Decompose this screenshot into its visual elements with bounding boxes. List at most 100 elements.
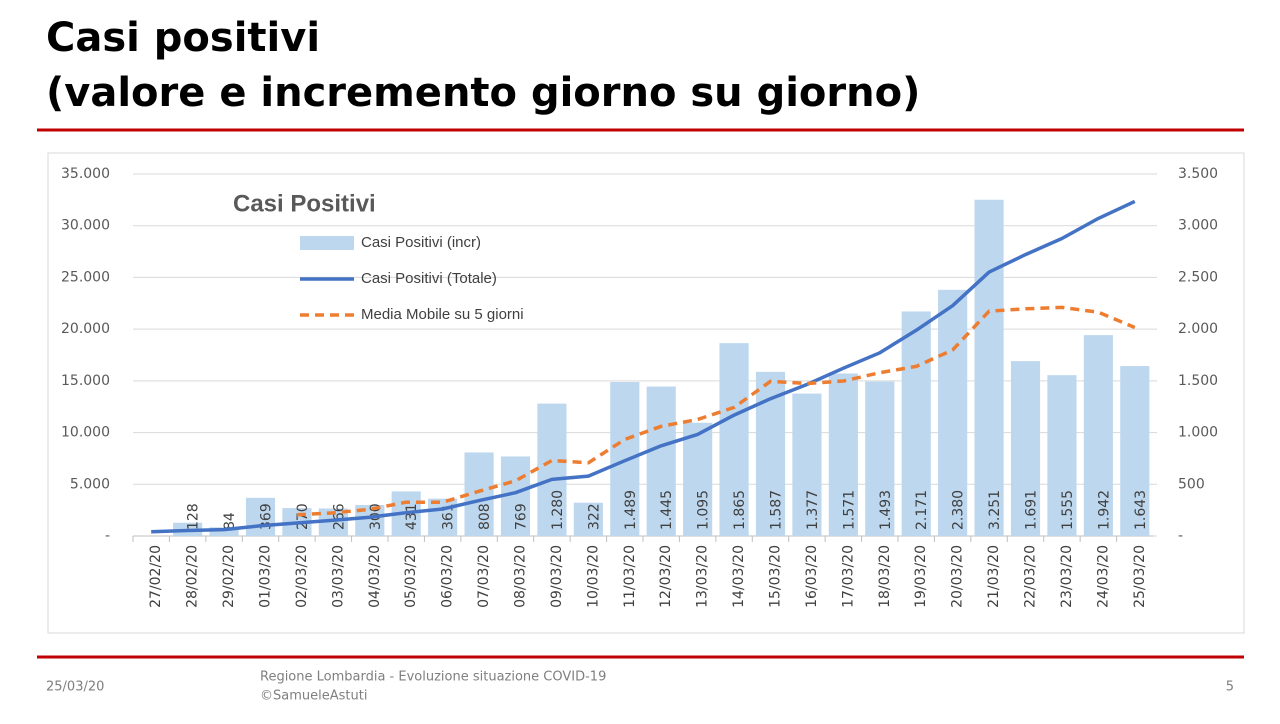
x-tick-label: 05/03/20 bbox=[403, 545, 419, 608]
value-label: 270 bbox=[295, 503, 311, 530]
legend-label: Casi Positivi (Totale) bbox=[361, 270, 497, 287]
y-tick-label: - bbox=[105, 528, 110, 544]
x-tick-label: 21/03/20 bbox=[986, 545, 1002, 608]
bar bbox=[974, 199, 1004, 536]
y-tick-label: 30.000 bbox=[61, 218, 110, 234]
bar bbox=[537, 403, 567, 536]
x-tick-label: 18/03/20 bbox=[877, 545, 893, 608]
y2-tick-label: 2.000 bbox=[1178, 321, 1218, 337]
x-tick-label: 16/03/20 bbox=[804, 545, 820, 608]
value-label: 84 bbox=[222, 512, 238, 530]
bar bbox=[938, 289, 968, 536]
bar bbox=[828, 373, 858, 536]
bar bbox=[683, 422, 713, 536]
value-label: 1.377 bbox=[805, 490, 821, 530]
value-label: 1.095 bbox=[696, 490, 712, 530]
x-tick-label: 02/03/20 bbox=[294, 545, 310, 608]
value-label: 769 bbox=[514, 503, 530, 530]
x-tick-label: 10/03/20 bbox=[585, 545, 601, 608]
x-tick-label: 24/03/20 bbox=[1095, 545, 1111, 608]
x-tick-label: 04/03/20 bbox=[367, 545, 383, 608]
x-tick-label: 27/02/20 bbox=[148, 545, 164, 608]
bar bbox=[1010, 361, 1041, 536]
y2-tick-label: 2.500 bbox=[1178, 269, 1218, 285]
footer-text: ©SamueleAstuti bbox=[260, 689, 367, 704]
x-tick-label: 01/03/20 bbox=[258, 545, 274, 608]
x-tick-label: 25/03/20 bbox=[1132, 545, 1148, 608]
bar bbox=[646, 386, 676, 536]
value-label: 1.280 bbox=[550, 490, 566, 530]
x-tick-label: 19/03/20 bbox=[913, 545, 929, 608]
bar bbox=[1083, 335, 1113, 536]
legend-label: Casi Positivi (incr) bbox=[361, 234, 481, 251]
bar bbox=[428, 498, 458, 536]
y-tick-label: 20.000 bbox=[61, 321, 110, 337]
value-label: 1.489 bbox=[623, 490, 639, 530]
bar bbox=[209, 527, 239, 536]
chart-frame bbox=[47, 152, 1245, 634]
value-label: 322 bbox=[586, 503, 602, 530]
bar bbox=[901, 311, 931, 536]
x-tick-label: 12/03/20 bbox=[658, 545, 674, 608]
y2-tick-label: 500 bbox=[1178, 476, 1205, 492]
slide-title: Casi positivi bbox=[46, 15, 320, 61]
y2-tick-label: 3.500 bbox=[1178, 166, 1218, 182]
footer-text: Regione Lombardia - Evoluzione situazion… bbox=[260, 670, 606, 685]
x-tick-label: 07/03/20 bbox=[476, 545, 492, 608]
footer-date: 25/03/20 bbox=[46, 680, 104, 695]
x-tick-label: 09/03/20 bbox=[549, 545, 565, 608]
value-label: 128 bbox=[186, 503, 202, 530]
bar bbox=[1120, 366, 1150, 536]
x-tick-label: 11/03/20 bbox=[622, 545, 638, 608]
value-label: 3.251 bbox=[987, 490, 1003, 530]
legend-label: Media Mobile su 5 giorni bbox=[361, 306, 524, 323]
value-label: 431 bbox=[404, 503, 420, 530]
value-label: 1.587 bbox=[769, 490, 785, 530]
value-label: 2.380 bbox=[951, 490, 967, 530]
x-tick-label: 17/03/20 bbox=[840, 545, 856, 608]
chart-title: Casi Positivi bbox=[233, 190, 376, 217]
page-number: 5 bbox=[1226, 680, 1234, 695]
slide-title: (valore e incremento giorno su giorno) bbox=[46, 70, 920, 116]
bar bbox=[792, 393, 822, 536]
x-tick-label: 23/03/20 bbox=[1059, 545, 1075, 608]
y-tick-label: 10.000 bbox=[61, 425, 110, 441]
x-tick-label: 29/02/20 bbox=[221, 545, 237, 608]
bar bbox=[464, 452, 494, 536]
x-tick-label: 28/02/20 bbox=[185, 545, 201, 608]
value-label: 1.445 bbox=[659, 490, 675, 530]
value-label: 1.691 bbox=[1024, 490, 1040, 530]
y2-tick-label: 1.000 bbox=[1178, 425, 1218, 441]
bar bbox=[719, 343, 749, 536]
bar bbox=[573, 502, 603, 536]
y2-tick-label: 3.000 bbox=[1178, 218, 1218, 234]
value-label: 1.865 bbox=[732, 490, 748, 530]
y-tick-label: 15.000 bbox=[61, 373, 110, 389]
line bbox=[151, 199, 1136, 534]
bar bbox=[245, 497, 276, 536]
y2-tick-label: - bbox=[1178, 528, 1183, 544]
x-tick-label: 15/03/20 bbox=[768, 545, 784, 608]
x-tick-label: 13/03/20 bbox=[695, 545, 711, 608]
value-label: 1.555 bbox=[1060, 490, 1076, 530]
x-tick-label: 20/03/20 bbox=[950, 545, 966, 608]
y-tick-label: 35.000 bbox=[61, 166, 110, 182]
value-label: 1.571 bbox=[841, 490, 857, 530]
x-tick-label: 06/03/20 bbox=[440, 545, 456, 608]
x-tick-label: 03/03/20 bbox=[330, 545, 346, 608]
line bbox=[296, 305, 1136, 517]
value-label: 266 bbox=[331, 503, 347, 530]
legend-swatch bbox=[300, 236, 354, 250]
bar bbox=[865, 381, 895, 536]
y-tick-label: 5.000 bbox=[70, 476, 110, 492]
y-tick-label: 25.000 bbox=[61, 269, 110, 285]
value-label: 2.171 bbox=[914, 490, 930, 530]
value-label: 1.493 bbox=[878, 490, 894, 530]
value-label: 1.643 bbox=[1133, 490, 1149, 530]
y2-tick-label: 1.500 bbox=[1178, 373, 1218, 389]
x-tick-label: 14/03/20 bbox=[731, 545, 747, 608]
x-tick-label: 08/03/20 bbox=[513, 545, 529, 608]
value-label: 808 bbox=[477, 503, 493, 530]
